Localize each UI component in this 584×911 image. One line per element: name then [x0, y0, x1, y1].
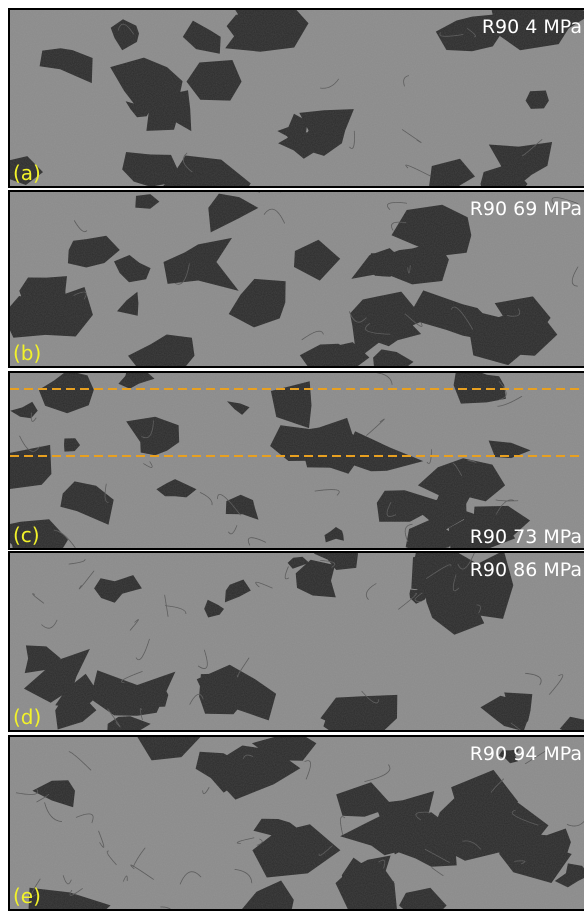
pores: [10, 710, 584, 911]
panel-label: (a): [13, 161, 41, 185]
panel-caption: R90 4 MPa: [482, 16, 582, 38]
panel: (e) R90 94 MPa: [9, 710, 584, 911]
panel-label: (d): [13, 705, 41, 729]
panel: (b) R90 69 MPa: [3, 186, 584, 377]
panel-caption: R90 94 MPa: [470, 743, 582, 765]
panel: (c) R90 73 MPa: [0, 364, 584, 570]
panel-caption: R90 69 MPa: [470, 198, 582, 220]
panel-caption: R90 86 MPa: [470, 559, 582, 581]
panel-label: (e): [13, 884, 41, 908]
panel: (a) R90 4 MPa: [1, 0, 584, 216]
figure: (a)R90 4 MPa(b)R90 69 MPa(c)R90 73 MPa(d…: [0, 0, 584, 911]
panel-label: (c): [13, 523, 40, 547]
panel: (d) R90 86 MPa: [9, 529, 584, 745]
panel-caption: R90 73 MPa: [470, 526, 582, 548]
texture: [10, 373, 584, 548]
panel-label: (b): [13, 341, 41, 365]
